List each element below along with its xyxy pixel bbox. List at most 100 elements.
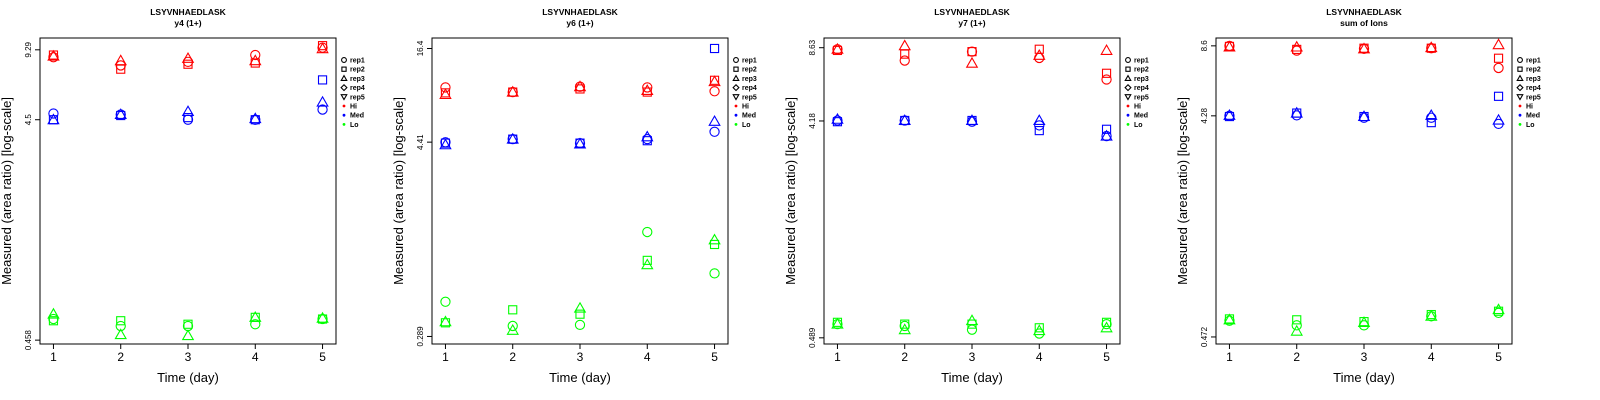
legend-color-dot-lo xyxy=(1126,123,1130,126)
data-point-lo-rep1 xyxy=(642,226,653,238)
y-tick-label: 16.4 xyxy=(416,40,425,56)
data-point-lo-rep3 xyxy=(1357,316,1371,328)
data-point-hi-rep1 xyxy=(642,82,653,93)
legend-label: Med xyxy=(350,113,364,120)
data-point-hi-rep3 xyxy=(1033,48,1046,60)
x-tick-label: 1 xyxy=(834,350,841,364)
data-point-lo-rep2 xyxy=(183,319,193,329)
x-tick-label: 3 xyxy=(577,350,584,364)
data-point-lo-rep2 xyxy=(575,309,585,319)
x-tick-label: 2 xyxy=(901,350,908,364)
data-point-hi-rep3 xyxy=(439,88,452,100)
data-point-med-rep1 xyxy=(317,104,328,115)
chart-title: LSYVNHAEDLASK xyxy=(934,7,1010,17)
legend-color-dot-lo xyxy=(734,123,738,126)
legend-label: Hi xyxy=(350,104,357,111)
legend-label: rep2 xyxy=(1526,67,1541,74)
data-point-hi-rep3 xyxy=(573,80,587,92)
legend-label: rep4 xyxy=(1134,85,1149,92)
legend: rep1 rep2 rep3 rep4 rep5 Hi Med Lo xyxy=(340,57,365,129)
data-point-med-rep3 xyxy=(1033,114,1046,126)
legend-label: rep1 xyxy=(350,58,365,65)
data-point-lo-rep3 xyxy=(47,307,60,319)
data-point-med-rep3 xyxy=(249,112,262,124)
data-point-med-rep1 xyxy=(966,116,978,127)
legend: rep1 rep2 rep3 rep4 rep5 Hi Med Lo xyxy=(1516,57,1541,129)
chart-subtitle: y4 (1+) xyxy=(174,18,201,28)
x-tick-label: 5 xyxy=(1495,350,1502,364)
data-point-med-rep1 xyxy=(1426,112,1437,123)
data-point-lo-rep1 xyxy=(507,320,518,332)
data-point-med-rep1 xyxy=(832,115,843,126)
legend-label: rep2 xyxy=(350,67,365,74)
y-tick-label: 4.5 xyxy=(24,114,33,126)
data-point-med-rep1 xyxy=(642,133,653,145)
legend-label: rep3 xyxy=(1526,76,1541,83)
data-points xyxy=(831,39,1113,339)
x-tick-label: 1 xyxy=(1226,350,1233,364)
plot-frame xyxy=(39,37,337,345)
chart-subtitle: y7 (1+) xyxy=(958,18,985,28)
data-point-med-rep1 xyxy=(1358,112,1370,123)
data-point-lo-rep3 xyxy=(1033,324,1046,336)
legend-marker-rep5 xyxy=(340,94,348,101)
data-point-hi-rep1 xyxy=(48,52,59,63)
legend-marker-rep4 xyxy=(1124,83,1132,92)
data-point-hi-rep3 xyxy=(898,39,911,51)
data-point-hi-rep3 xyxy=(249,54,262,66)
data-point-lo-rep1 xyxy=(1224,315,1235,326)
data-point-hi-rep3 xyxy=(506,85,519,97)
legend-label: Lo xyxy=(742,122,751,129)
data-point-lo-rep3 xyxy=(181,329,195,341)
data-point-med-rep3 xyxy=(1100,129,1113,141)
data-point-hi-rep2 xyxy=(1493,53,1504,63)
legend-marker-rep4 xyxy=(1516,83,1524,92)
data-point-lo-rep2 xyxy=(48,316,59,326)
x-tick-label: 5 xyxy=(1103,350,1110,364)
data-point-med-rep2 xyxy=(1034,126,1044,136)
y-tick-label: 4.18 xyxy=(808,113,817,129)
legend-label: Lo xyxy=(350,122,359,129)
data-point-med-rep3 xyxy=(114,108,127,120)
legend-color-dot-med xyxy=(1518,113,1522,117)
data-point-med-rep1 xyxy=(182,114,194,125)
data-point-hi-rep1 xyxy=(899,55,910,66)
data-point-med-rep1 xyxy=(48,108,59,119)
data-point-hi-rep3 xyxy=(1290,40,1303,52)
data-point-lo-rep1 xyxy=(250,319,261,330)
legend-marker-rep5 xyxy=(1124,94,1132,101)
data-point-med-rep2 xyxy=(183,113,193,123)
x-tick-label: 1 xyxy=(442,350,449,364)
x-tick-label: 2 xyxy=(1293,350,1300,364)
plot-frame xyxy=(823,37,1121,345)
legend-color-dot-lo xyxy=(342,123,346,126)
data-point-lo-rep1 xyxy=(966,324,978,335)
data-point-lo-rep3 xyxy=(1223,313,1236,325)
legend-label: Lo xyxy=(1526,122,1535,129)
data-point-hi-rep1 xyxy=(1493,62,1504,74)
data-point-hi-rep3 xyxy=(641,84,654,96)
data-point-med-rep3 xyxy=(1290,106,1303,118)
y-tick-label: 0.289 xyxy=(416,326,425,347)
legend-color-dot-lo xyxy=(1518,123,1522,126)
legend-marker-rep1 xyxy=(1125,57,1131,63)
chart-title: LSYVNHAEDLASK xyxy=(1326,7,1402,17)
legend-label: Hi xyxy=(1526,104,1533,111)
legend-label: rep5 xyxy=(742,94,757,101)
data-point-lo-rep1 xyxy=(440,296,451,307)
data-point-lo-rep2 xyxy=(900,319,910,329)
x-axis-label: Time (day) xyxy=(549,370,611,385)
data-point-med-rep3 xyxy=(1492,113,1505,125)
legend-label: rep3 xyxy=(350,76,365,83)
x-tick-label: 5 xyxy=(711,350,718,364)
data-point-lo-rep3 xyxy=(316,311,329,323)
x-tick-label: 2 xyxy=(117,350,124,364)
y-axis-label: Measured (area ratio) [log-scale] xyxy=(391,97,406,285)
data-point-hi-rep1 xyxy=(1101,74,1112,85)
y-tick-label: 4.41 xyxy=(416,134,425,150)
chart-title: LSYVNHAEDLASK xyxy=(150,7,226,17)
data-point-hi-rep3 xyxy=(1357,42,1371,54)
data-point-lo-rep3 xyxy=(439,315,452,327)
data-point-lo-rep3 xyxy=(965,314,979,326)
